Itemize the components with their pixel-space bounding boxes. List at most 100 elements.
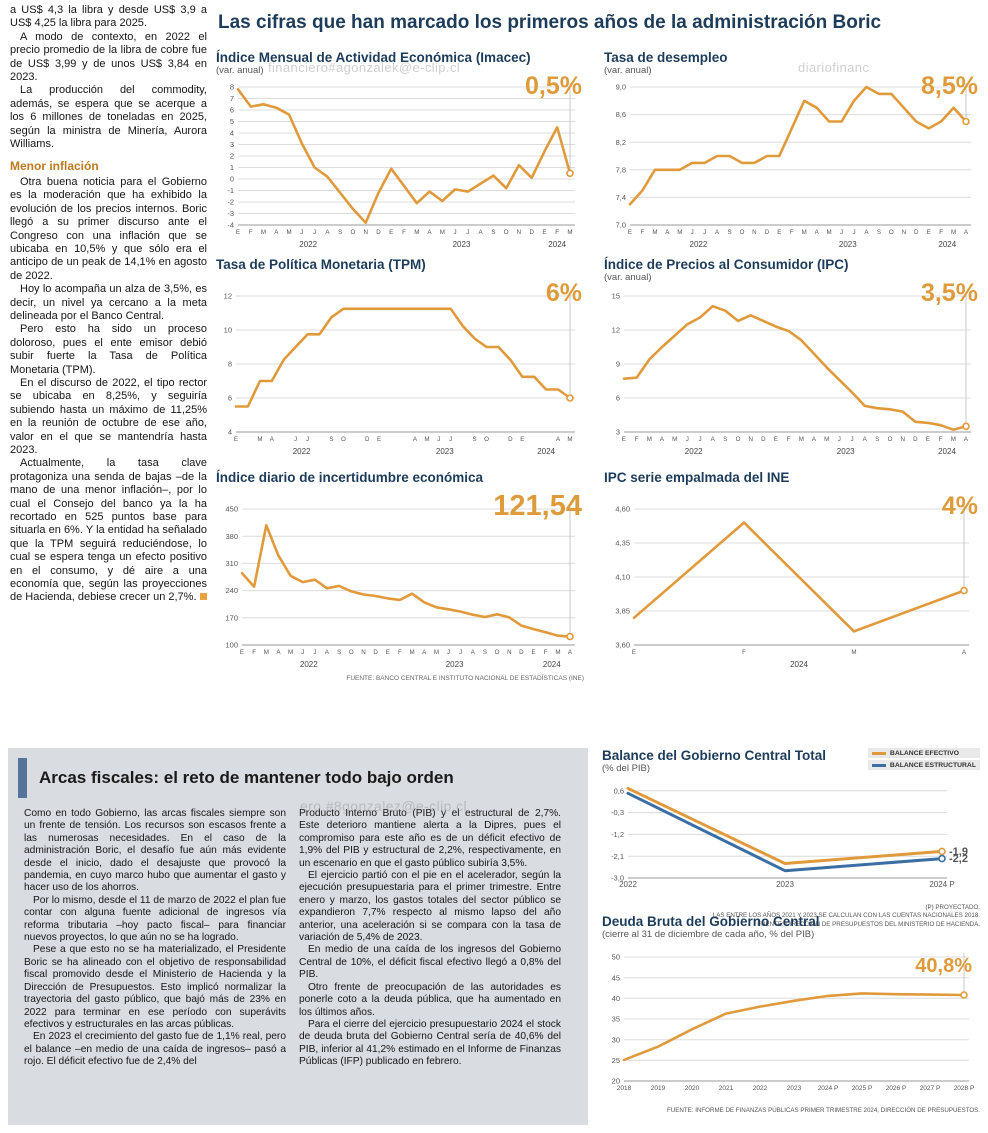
svg-text:M: M [287, 229, 292, 236]
svg-text:D: D [519, 649, 524, 656]
svg-text:A: A [660, 436, 665, 443]
svg-text:N: N [900, 436, 904, 443]
svg-text:D: D [529, 229, 534, 236]
chart-subtitle: (var. anual) [604, 272, 652, 283]
svg-text:E: E [774, 436, 778, 443]
svg-text:A: A [479, 229, 484, 236]
svg-text:9: 9 [616, 360, 620, 369]
svg-text:-3: -3 [227, 209, 234, 218]
svg-text:A: A [413, 436, 418, 443]
svg-text:E: E [532, 649, 536, 656]
svg-text:2022: 2022 [685, 447, 703, 456]
svg-text:45: 45 [612, 973, 620, 982]
chart-subtitle: (% del PIB) [602, 763, 651, 774]
svg-text:2019: 2019 [651, 1085, 666, 1092]
svg-text:E: E [236, 229, 240, 236]
svg-text:E: E [542, 229, 546, 236]
svg-text:S: S [491, 229, 495, 236]
svg-text:E: E [520, 436, 524, 443]
svg-text:12: 12 [612, 326, 620, 335]
svg-text:-4: -4 [227, 221, 234, 230]
svg-text:J: J [301, 649, 304, 656]
svg-text:2022: 2022 [293, 447, 311, 456]
svg-text:A: A [422, 649, 427, 656]
svg-text:3: 3 [616, 428, 620, 437]
chart-title: IPC serie empalmada del INE [604, 470, 790, 485]
svg-text:J: J [691, 229, 694, 236]
svg-text:2024: 2024 [543, 660, 561, 669]
paragraph: Pese a que esto no se ha materializado, … [24, 944, 286, 1030]
svg-text:A: A [863, 436, 868, 443]
svg-text:9,0: 9,0 [616, 83, 626, 92]
svg-text:2021: 2021 [719, 1085, 734, 1092]
svg-text:M: M [672, 436, 677, 443]
paragraph: En 2023 el crecimiento del gasto fue de … [24, 1031, 286, 1068]
legend-item-efectivo: BALANCE EFECTIVO [867, 748, 980, 758]
chart-footnotes: (P) PROYECTADO. LAS ENTRE LOS AÑOS 2021 … [602, 904, 980, 929]
svg-text:O: O [504, 229, 509, 236]
chart-ipc-empalmada: IPC serie empalmada del INE 4% 4,60 4,35 4… [604, 470, 980, 674]
svg-text:100: 100 [225, 641, 238, 650]
svg-text:7,4: 7,4 [616, 193, 626, 202]
svg-text:F: F [635, 436, 639, 443]
svg-text:2022: 2022 [299, 240, 317, 249]
svg-text:2024: 2024 [548, 240, 566, 249]
svg-text:E: E [377, 436, 381, 443]
paragraph: Como en todo Gobierno, las arcas fiscale… [24, 808, 286, 894]
svg-text:J: J [850, 436, 853, 443]
fiscal-panel: Arcas fiscales: el reto de mantener todo… [8, 748, 588, 1125]
svg-text:A: A [715, 229, 720, 236]
svg-text:F: F [790, 229, 794, 236]
incertidumbre-plot: 450 380 310 240 170 100 E F M A M J J A S O N D E F M A M J J A S O… [216, 497, 584, 674]
svg-text:M: M [440, 229, 445, 236]
svg-text:J: J [703, 229, 706, 236]
svg-text:N: N [507, 649, 511, 656]
tpm-plot: 12 10 8 6 4 E M A J J S O D E A M J J S O D E A M 2022 2023 2024 [216, 284, 584, 461]
svg-text:M: M [410, 649, 415, 656]
svg-text:S: S [875, 436, 879, 443]
highlight-value: 121,54 [493, 490, 582, 522]
svg-text:D: D [365, 436, 370, 443]
svg-text:2023: 2023 [453, 240, 471, 249]
svg-text:A: A [471, 649, 476, 656]
imacec-plot: 8 7 6 5 4 3 2 1 0 -1 -2 -3 -4 E F M A M J J A S O N D E F M A M J J A S O N… [216, 77, 584, 254]
watermark: ero.#8gonzalez@e-clip.cl [300, 798, 468, 814]
svg-text:S: S [728, 229, 732, 236]
svg-text:2028 P: 2028 P [954, 1085, 975, 1092]
svg-text:3,85: 3,85 [615, 607, 630, 616]
svg-text:N: N [748, 436, 752, 443]
svg-text:4: 4 [228, 428, 232, 437]
svg-text:N: N [361, 649, 365, 656]
chart-subtitle: (var. anual) [604, 65, 652, 76]
highlight-value: 40,8% [915, 955, 972, 977]
svg-text:F: F [402, 229, 406, 236]
chart-incertidumbre: Índice diario de incertidumbre económica… [216, 470, 584, 682]
svg-text:2023: 2023 [436, 447, 454, 456]
article-intro: a US$ 4,3 la libra y desde US$ 3,9 a US$… [10, 4, 207, 151]
svg-text:450: 450 [225, 505, 238, 514]
paragraph: En el discurso de 2022, el tipo rector s… [10, 376, 207, 456]
svg-text:-3,0: -3,0 [611, 874, 624, 883]
chart-title: Índice de Precios al Consumidor (IPC) [604, 257, 849, 272]
chart-title: Índice diario de incertidumbre económica [216, 470, 484, 485]
svg-text:S: S [483, 649, 487, 656]
svg-text:J: J [838, 436, 841, 443]
footnote: LAS ENTRE LOS AÑOS 2021 Y 2023 SE CALCUL… [712, 912, 980, 920]
svg-text:A: A [427, 229, 432, 236]
svg-text:A: A [812, 436, 817, 443]
svg-text:J: J [449, 436, 452, 443]
svg-text:N: N [902, 229, 906, 236]
svg-text:N: N [517, 229, 521, 236]
chart-source: FUENTE: BANCO CENTRAL E INSTITUTO NACION… [346, 675, 584, 682]
svg-text:D: D [914, 229, 919, 236]
svg-text:J: J [686, 436, 689, 443]
svg-text:4,35: 4,35 [615, 539, 630, 548]
svg-text:F: F [252, 649, 256, 656]
svg-text:A: A [556, 436, 561, 443]
balance-plot: 0,6 -0,3 -1,2 -2,1 -3,0 2022 2023 2024 P -1,9 -2,… [602, 778, 980, 901]
svg-text:S: S [338, 229, 342, 236]
svg-text:2024: 2024 [938, 240, 956, 249]
svg-text:A: A [964, 436, 969, 443]
watermark: financiero#agonzalek@e-clip.cl [268, 60, 461, 75]
watermark: diariofinanc [798, 60, 870, 75]
